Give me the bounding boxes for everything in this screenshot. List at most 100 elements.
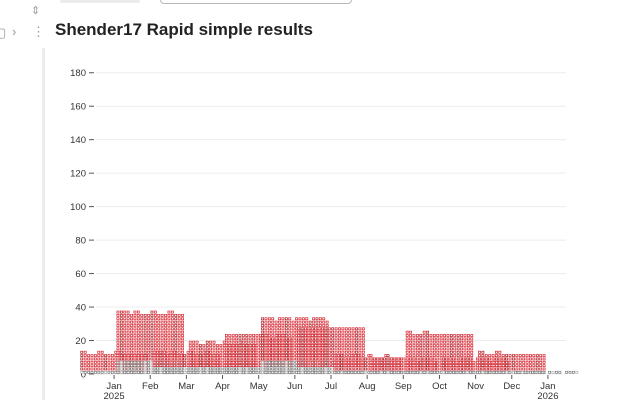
result-dot: [141, 321, 143, 323]
result-dot: [437, 358, 439, 360]
result-dot: [450, 351, 453, 353]
result-dot: [387, 361, 389, 363]
result-dot: [252, 344, 255, 347]
result-dot: [526, 364, 528, 367]
result-dot: [137, 341, 140, 343]
x-tick-label: Oct: [432, 381, 447, 392]
result-dot: [362, 334, 364, 337]
result-dot: [151, 321, 153, 323]
chevron-right-icon[interactable]: ›: [12, 24, 17, 39]
result-dot: [335, 351, 337, 353]
result-dot: [289, 318, 291, 320]
result-dot: [466, 358, 468, 360]
result-dot: [158, 324, 160, 327]
result-dot: [349, 338, 351, 340]
result-dot: [161, 338, 163, 340]
result-dot: [173, 368, 176, 370]
result-dot: [377, 361, 379, 363]
result-dot: [151, 338, 153, 340]
result-dot: [362, 328, 364, 330]
result-dot: [482, 364, 484, 367]
result-dot: [127, 334, 129, 337]
result-dot: [328, 358, 330, 360]
result-dot: [362, 344, 364, 347]
result-dot: [272, 361, 274, 363]
result-dot: [91, 358, 93, 360]
result-dot: [278, 354, 281, 357]
result-dot: [351, 358, 353, 360]
result-dot: [413, 348, 415, 350]
result-dot: [352, 351, 354, 353]
result-dot: [416, 344, 419, 347]
result-dot: [242, 351, 245, 353]
result-dot: [351, 368, 353, 370]
result-dot: [289, 344, 291, 347]
drag-handle-icon[interactable]: ⇕: [31, 5, 41, 17]
result-dot: [413, 338, 415, 340]
result-dot: [154, 348, 157, 350]
result-dot: [265, 354, 267, 357]
result-dot: [315, 344, 317, 347]
result-dot: [512, 361, 515, 363]
result-dot: [548, 371, 551, 374]
result-dot: [120, 324, 123, 327]
result-dot: [321, 358, 324, 360]
result-dot: [471, 334, 473, 337]
result-dot: [229, 364, 231, 367]
result-dot: [298, 348, 300, 350]
result-dot: [252, 368, 255, 370]
result-dot: [235, 351, 238, 353]
result-dot: [171, 344, 174, 347]
y-tick-label: 80: [75, 236, 86, 247]
result-dot: [485, 354, 487, 357]
result-dot: [373, 364, 376, 367]
result-dot: [321, 338, 324, 340]
result-dot: [252, 361, 255, 363]
result-dot: [164, 341, 167, 343]
result-dot: [223, 371, 225, 374]
result-dot: [298, 351, 300, 353]
result-dot: [518, 371, 520, 374]
result-dot: [467, 341, 470, 343]
result-dot: [289, 341, 291, 343]
result-dot: [151, 348, 153, 350]
result-dot: [409, 341, 412, 343]
result-dot: [332, 328, 334, 330]
result-dot: [127, 344, 129, 347]
result-dot: [509, 354, 511, 357]
result-dot: [101, 361, 103, 363]
result-dot: [485, 368, 487, 370]
result-dot: [239, 344, 241, 347]
result-dot: [328, 341, 330, 343]
result-dot: [495, 368, 498, 370]
result-dot: [177, 358, 179, 360]
collapse-icon[interactable]: ▢: [0, 25, 7, 40]
result-dot: [256, 361, 258, 363]
result-dot: [120, 354, 123, 357]
result-dot: [482, 354, 484, 357]
result-dot: [213, 348, 215, 350]
result-dot: [321, 341, 324, 343]
result-dot: [456, 361, 458, 363]
result-dot: [299, 318, 301, 320]
result-dot: [178, 321, 180, 323]
result-dot: [272, 338, 274, 340]
result-dot: [394, 361, 396, 363]
cell-menu-icon[interactable]: ⋮: [32, 24, 45, 39]
result-dot: [328, 354, 330, 357]
result-dot: [420, 334, 422, 337]
result-dot: [361, 364, 363, 367]
result-dot: [292, 321, 294, 323]
result-dot: [471, 344, 473, 347]
result-dot: [340, 361, 343, 363]
result-dot: [124, 364, 126, 367]
result-dot: [120, 318, 123, 320]
result-dot: [229, 348, 231, 350]
result-dot: [304, 371, 307, 374]
result-dot: [406, 344, 408, 347]
result-dot: [242, 354, 245, 357]
result-dot: [252, 364, 255, 367]
result-dot: [368, 371, 370, 374]
result-dot: [209, 364, 212, 367]
